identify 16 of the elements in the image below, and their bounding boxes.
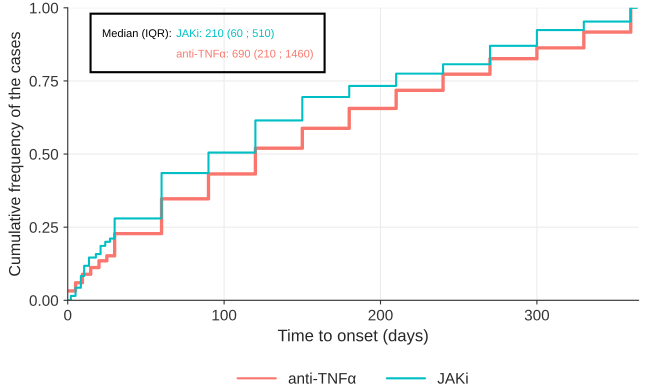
y-tick-label: 0.75 [30, 76, 58, 87]
annotation: JAKi: 210 (60 ; 510) [176, 28, 274, 40]
y-tick-label: 1.00 [30, 2, 58, 14]
x-tick-label: 0 [64, 310, 72, 321]
annotation: anti-TNFα: 690 (210 ; 1460) [176, 49, 313, 60]
y-tick-label: 0.50 [30, 148, 58, 160]
x-tick-label: 300 [524, 310, 550, 321]
legend-label: anti-TNFα [288, 372, 356, 384]
x-tick-label: 200 [368, 310, 393, 321]
y-tick-label: 0.25 [30, 222, 58, 233]
y-tick-label: 0.00 [30, 295, 58, 306]
x-tick-label: 100 [212, 310, 236, 321]
x-axis-title: Time to onset (days) [278, 329, 428, 345]
y-axis-title: Cumulative frequency of the cases [8, 32, 24, 276]
annotation: Median (IQR): [102, 28, 171, 40]
legend-label: JAKi [437, 372, 468, 384]
